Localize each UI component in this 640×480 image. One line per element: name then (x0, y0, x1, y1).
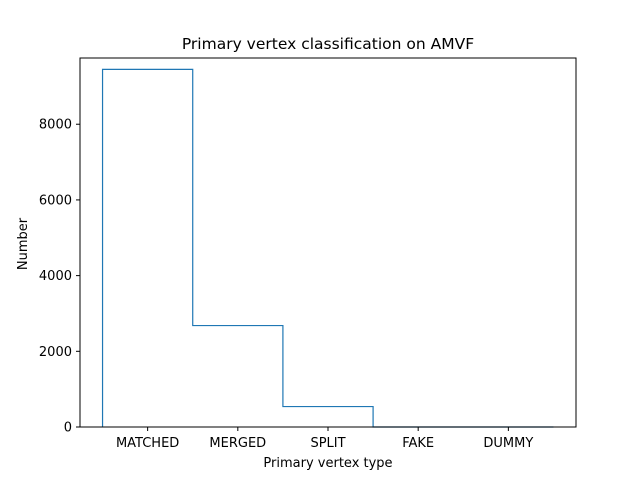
y-tick-label: 6000 (39, 193, 72, 208)
x-axis: MATCHED MERGED SPLIT FAKE DUMMY (116, 427, 533, 451)
y-axis-label: Number (16, 217, 31, 270)
x-axis-label: Primary vertex type (263, 456, 392, 471)
y-axis: 0 2000 4000 6000 8000 (39, 118, 80, 436)
chart-title: Primary vertex classification on AMVF (182, 35, 474, 53)
axes-frame (79, 57, 577, 428)
y-tick-label: 0 (64, 421, 72, 436)
x-tick-label: FAKE (402, 436, 434, 451)
x-tick-label: MERGED (209, 436, 266, 451)
y-tick-label: 8000 (39, 118, 72, 133)
x-tick-label: SPLIT (310, 436, 345, 451)
histogram-step-line (101, 68, 554, 428)
plot-area (79, 57, 577, 428)
y-tick-label: 4000 (39, 269, 72, 284)
y-tick-label: 2000 (39, 345, 72, 360)
x-tick-label: MATCHED (116, 436, 179, 451)
x-tick-label: DUMMY (483, 436, 533, 451)
